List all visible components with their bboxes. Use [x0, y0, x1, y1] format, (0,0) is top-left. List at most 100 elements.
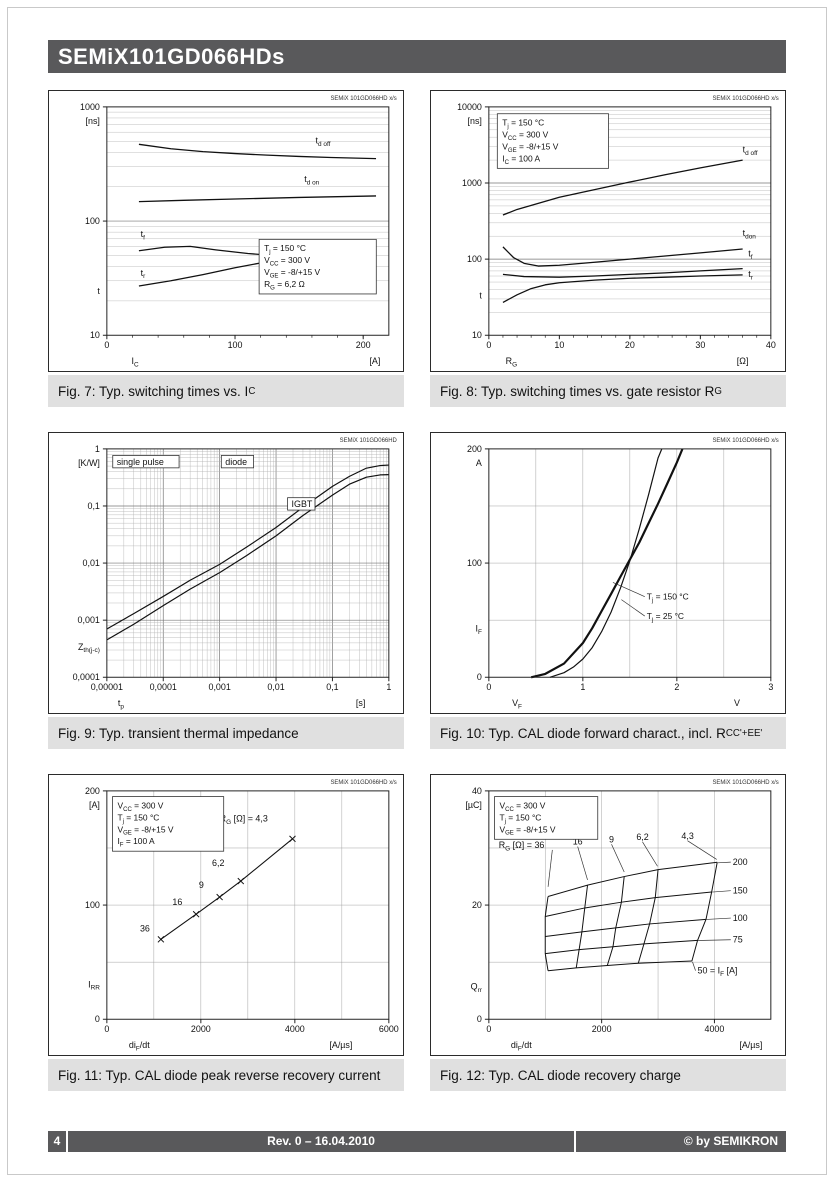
fig10-diode-forward-characteristic-chart: 0 1 2 3 0 100 200 A IF VF V Tj = 150 °C Tj = 25 °C SE…	[467, 438, 779, 710]
svg-text:10: 10	[554, 340, 564, 350]
svg-text:[s]: [s]	[356, 698, 365, 708]
fig11-caption: Fig. 11: Typ. CAL diode peak reverse rec…	[48, 1059, 404, 1091]
fig7-chart-box: 0 100 200 10 100 1000 [ns] t IC [A] td off td on tf t…	[48, 90, 404, 372]
svg-text:[A/µs]: [A/µs]	[739, 1040, 762, 1050]
svg-text:IGBT: IGBT	[292, 499, 313, 509]
svg-text:Tj = 150 °C: Tj = 150 °C	[499, 812, 541, 824]
svg-text:6000: 6000	[379, 1024, 399, 1034]
svg-text:3: 3	[768, 682, 773, 692]
svg-text:RG = 6,2 Ω: RG = 6,2 Ω	[264, 279, 305, 291]
svg-text:SEMiX 101GD066HD x/s: SEMiX 101GD066HD x/s	[712, 96, 778, 102]
svg-text:Tj = 150 °C: Tj = 150 °C	[647, 592, 689, 604]
svg-text:tf: tf	[748, 248, 752, 260]
svg-text:150: 150	[733, 886, 748, 896]
svg-text:40: 40	[766, 340, 776, 350]
fig12-recovery-charge-chart: 0 2000 4000 0 20 40 [µC] Qrr diF/dt [A/µs] RG [Ω] …	[465, 780, 778, 1052]
svg-text:0,1: 0,1	[326, 682, 338, 692]
svg-text:40: 40	[472, 786, 482, 796]
fig8-caption: Fig. 8: Typ. switching times vs. gate re…	[430, 375, 786, 407]
svg-text:SEMiX 101GD066HD x/s: SEMiX 101GD066HD x/s	[330, 96, 396, 102]
svg-text:20: 20	[472, 900, 482, 910]
fig10-caption: Fig. 10: Typ. CAL diode forward charact.…	[430, 717, 786, 749]
svg-text:0,00001: 0,00001	[91, 682, 123, 692]
svg-text:IRR: IRR	[88, 979, 100, 991]
fig7-panel: 0 100 200 10 100 1000 [ns] t IC [A] td off td on tf t…	[48, 90, 404, 407]
svg-text:RG: RG	[506, 356, 517, 368]
fig9-chart-box: 0,00001 0,0001 0,001 0,01 0,1 1 1 0,1 0,01 0,001 0…	[48, 432, 404, 714]
svg-text:0,001: 0,001	[78, 615, 100, 625]
svg-text:0,0001: 0,0001	[150, 682, 177, 692]
svg-text:200: 200	[85, 786, 100, 796]
fig10-panel: 0 1 2 3 0 100 200 A IF VF V Tj = 150 °C Tj = 25 °C SE…	[430, 432, 786, 749]
svg-text:9: 9	[609, 834, 614, 844]
svg-text:0,1: 0,1	[87, 501, 99, 511]
footer-copyright: © by SEMIKRON	[576, 1131, 786, 1152]
fig8-panel: 0 10 20 30 40 10 100 1000 10000 [ns] t RG [Ω] td off t…	[430, 90, 786, 407]
svg-text:1: 1	[95, 444, 100, 454]
svg-text:single pulse: single pulse	[117, 457, 164, 467]
svg-text:2000: 2000	[592, 1024, 612, 1034]
svg-text:VGE = -8/+15 V: VGE = -8/+15 V	[499, 824, 555, 836]
svg-text:200: 200	[467, 444, 482, 454]
svg-text:Tj = 150 °C: Tj = 150 °C	[117, 812, 159, 824]
svg-text:36: 36	[140, 923, 150, 933]
fig10-chart-box: 0 1 2 3 0 100 200 A IF VF V Tj = 150 °C Tj = 25 °C SE…	[430, 432, 786, 714]
svg-text:6,2: 6,2	[636, 832, 648, 842]
svg-text:VGE = -8/+15 V: VGE = -8/+15 V	[264, 267, 320, 279]
page-title: SEMiX101GD066HDs	[58, 44, 285, 69]
svg-text:SEMiX 101GD066HD x/s: SEMiX 101GD066HD x/s	[330, 780, 396, 786]
svg-text:9: 9	[199, 880, 204, 890]
svg-text:tr: tr	[141, 268, 146, 280]
svg-text:[A]: [A]	[369, 356, 380, 366]
svg-text:diF/dt: diF/dt	[511, 1040, 532, 1052]
svg-text:16: 16	[573, 837, 583, 847]
svg-text:1: 1	[386, 682, 391, 692]
fig9-transient-thermal-impedance-chart: 0,00001 0,0001 0,001 0,01 0,1 110,10,010,0010…	[73, 438, 397, 710]
svg-text:0,001: 0,001	[208, 682, 230, 692]
svg-text:[K/W]: [K/W]	[78, 458, 100, 468]
svg-text:0,01: 0,01	[267, 682, 284, 692]
svg-text:IC = 100 A: IC = 100 A	[502, 153, 540, 165]
svg-text:0,0001: 0,0001	[73, 672, 100, 682]
svg-text:10000: 10000	[457, 102, 482, 112]
svg-text:tr: tr	[748, 269, 753, 281]
svg-text:100: 100	[467, 558, 482, 568]
svg-text:[Ω]: [Ω]	[737, 356, 749, 366]
svg-text:IF = 100 A: IF = 100 A	[117, 836, 155, 848]
fig11-chart-box: 0 2000 4000 6000 0 100 200 [A] IRR diF/dt [A/µs] RG…	[48, 774, 404, 1056]
svg-text:[ns]: [ns]	[468, 116, 482, 126]
svg-text:1000: 1000	[462, 178, 482, 188]
svg-text:6,2: 6,2	[212, 858, 224, 868]
svg-text:0: 0	[486, 682, 491, 692]
svg-text:20: 20	[625, 340, 635, 350]
fig11-panel: 0 2000 4000 6000 0 100 200 [A] IRR diF/dt [A/µs] RG…	[48, 774, 404, 1091]
svg-text:Tj = 150 °C: Tj = 150 °C	[264, 243, 306, 255]
svg-text:1000: 1000	[80, 102, 100, 112]
fig12-chart-box: 0 2000 4000 0 20 40 [µC] Qrr diF/dt [A/µs] RG [Ω] …	[430, 774, 786, 1056]
fig7-switching-times-vs-ic-chart: 0 100 200 10 100 1000 [ns] t IC [A] td off td on tf t…	[80, 96, 397, 368]
fig12-panel: 0 2000 4000 0 20 40 [µC] Qrr diF/dt [A/µs] RG [Ω] …	[430, 774, 786, 1091]
svg-text:0: 0	[486, 1024, 491, 1034]
figures-grid: 0 100 200 10 100 1000 [ns] t IC [A] td off td on tf t…	[48, 90, 786, 1091]
svg-text:50 = IF [A]: 50 = IF [A]	[698, 966, 738, 978]
svg-text:VGE = -8/+15 V: VGE = -8/+15 V	[117, 824, 173, 836]
footer-bar: 4 Rev. 0 – 16.04.2010 © by SEMIKRON	[48, 1131, 786, 1152]
svg-text:100: 100	[85, 216, 100, 226]
svg-text:10: 10	[90, 330, 100, 340]
svg-text:4000: 4000	[705, 1024, 725, 1034]
svg-text:VF: VF	[512, 698, 522, 710]
svg-text:td off: td off	[316, 135, 331, 147]
svg-text:VCC = 300 V: VCC = 300 V	[117, 801, 163, 813]
svg-text:100: 100	[228, 340, 243, 350]
svg-text:200: 200	[356, 340, 371, 350]
svg-text:30: 30	[695, 340, 705, 350]
svg-text:V: V	[734, 698, 740, 708]
header-bar: SEMiX101GD066HDs	[48, 40, 786, 73]
footer-revision: Rev. 0 – 16.04.2010	[68, 1131, 574, 1152]
svg-text:tdon: tdon	[743, 228, 757, 240]
svg-text:0,01: 0,01	[83, 558, 100, 568]
fig9-caption: Fig. 9: Typ. transient thermal impedance	[48, 717, 404, 749]
svg-text:2: 2	[674, 682, 679, 692]
fig8-chart-box: 0 10 20 30 40 10 100 1000 10000 [ns] t RG [Ω] td off t…	[430, 90, 786, 372]
